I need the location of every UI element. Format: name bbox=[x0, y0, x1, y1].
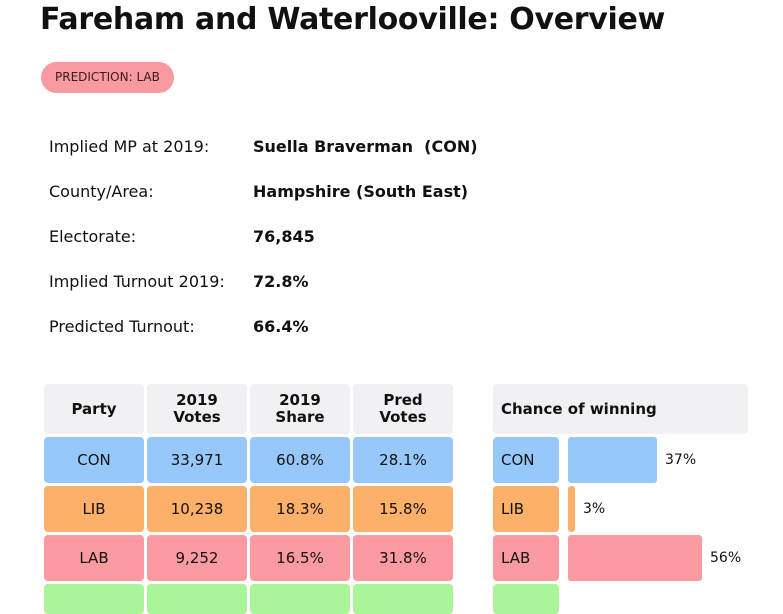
chance-row-con-party: CON bbox=[493, 437, 559, 483]
chance-row-next-party bbox=[493, 584, 559, 614]
header-2019-share-line1: 2019 bbox=[279, 391, 321, 409]
table-row-con-share: 60.8% bbox=[250, 437, 350, 483]
implied-turnout-label: Implied Turnout 2019: bbox=[49, 272, 225, 291]
chance-value-lab: 56% bbox=[710, 550, 742, 566]
electorate-label: Electorate: bbox=[49, 227, 137, 246]
county-label: County/Area: bbox=[49, 182, 154, 201]
chance-row-lab-party: LAB bbox=[493, 535, 559, 581]
table-row-next-party bbox=[44, 584, 144, 614]
page-title: Fareham and Waterlooville: Overview bbox=[40, 2, 665, 37]
header-party: Party bbox=[44, 384, 144, 434]
table-row-next-pred bbox=[353, 584, 453, 614]
predicted-turnout-value: 66.4% bbox=[253, 317, 309, 336]
table-row-lib-share: 18.3% bbox=[250, 486, 350, 532]
table-row-next-share bbox=[250, 584, 350, 614]
header-party-label: Party bbox=[71, 399, 117, 418]
implied-mp-value: Suella Braverman (CON) bbox=[253, 137, 478, 156]
header-2019-votes-line1: 2019 bbox=[176, 391, 218, 409]
table-row-lib-party: LIB bbox=[44, 486, 144, 532]
table-row-lab-party: LAB bbox=[44, 535, 144, 581]
table-row-con-votes: 33,971 bbox=[147, 437, 247, 483]
header-pred-votes: Pred Votes bbox=[353, 384, 453, 434]
chance-value-lib: 3% bbox=[583, 501, 606, 517]
table-row-con-pred: 28.1% bbox=[353, 437, 453, 483]
header-2019-share: 2019 Share bbox=[250, 384, 350, 434]
header-2019-votes-line2: Votes bbox=[173, 408, 221, 426]
table-row-con-party: CON bbox=[44, 437, 144, 483]
predicted-turnout-label: Predicted Turnout: bbox=[49, 317, 195, 336]
chance-bar-lab bbox=[568, 535, 702, 581]
table-row-lab-share: 16.5% bbox=[250, 535, 350, 581]
county-value: Hampshire (South East) bbox=[253, 182, 469, 201]
table-row-next-votes bbox=[147, 584, 247, 614]
header-pred-votes-line2: Votes bbox=[379, 408, 427, 426]
table-row-lab-votes: 9,252 bbox=[147, 535, 247, 581]
chance-bar-con bbox=[568, 437, 657, 483]
implied-mp-label: Implied MP at 2019: bbox=[49, 137, 210, 156]
header-2019-votes: 2019 Votes bbox=[147, 384, 247, 434]
chance-row-lib-party: LIB bbox=[493, 486, 559, 532]
prediction-badge: PREDICTION: LAB bbox=[41, 62, 174, 93]
implied-turnout-value: 72.8% bbox=[253, 272, 309, 291]
table-row-lab-pred: 31.8% bbox=[353, 535, 453, 581]
chance-of-winning-header: Chance of winning bbox=[493, 384, 748, 434]
table-row-lib-votes: 10,238 bbox=[147, 486, 247, 532]
header-2019-share-line2: Share bbox=[275, 408, 325, 426]
table-row-lib-pred: 15.8% bbox=[353, 486, 453, 532]
electorate-value: 76,845 bbox=[253, 227, 315, 246]
header-pred-votes-line1: Pred bbox=[383, 391, 423, 409]
chance-bar-lib bbox=[568, 486, 575, 532]
chance-value-con: 37% bbox=[665, 452, 697, 468]
